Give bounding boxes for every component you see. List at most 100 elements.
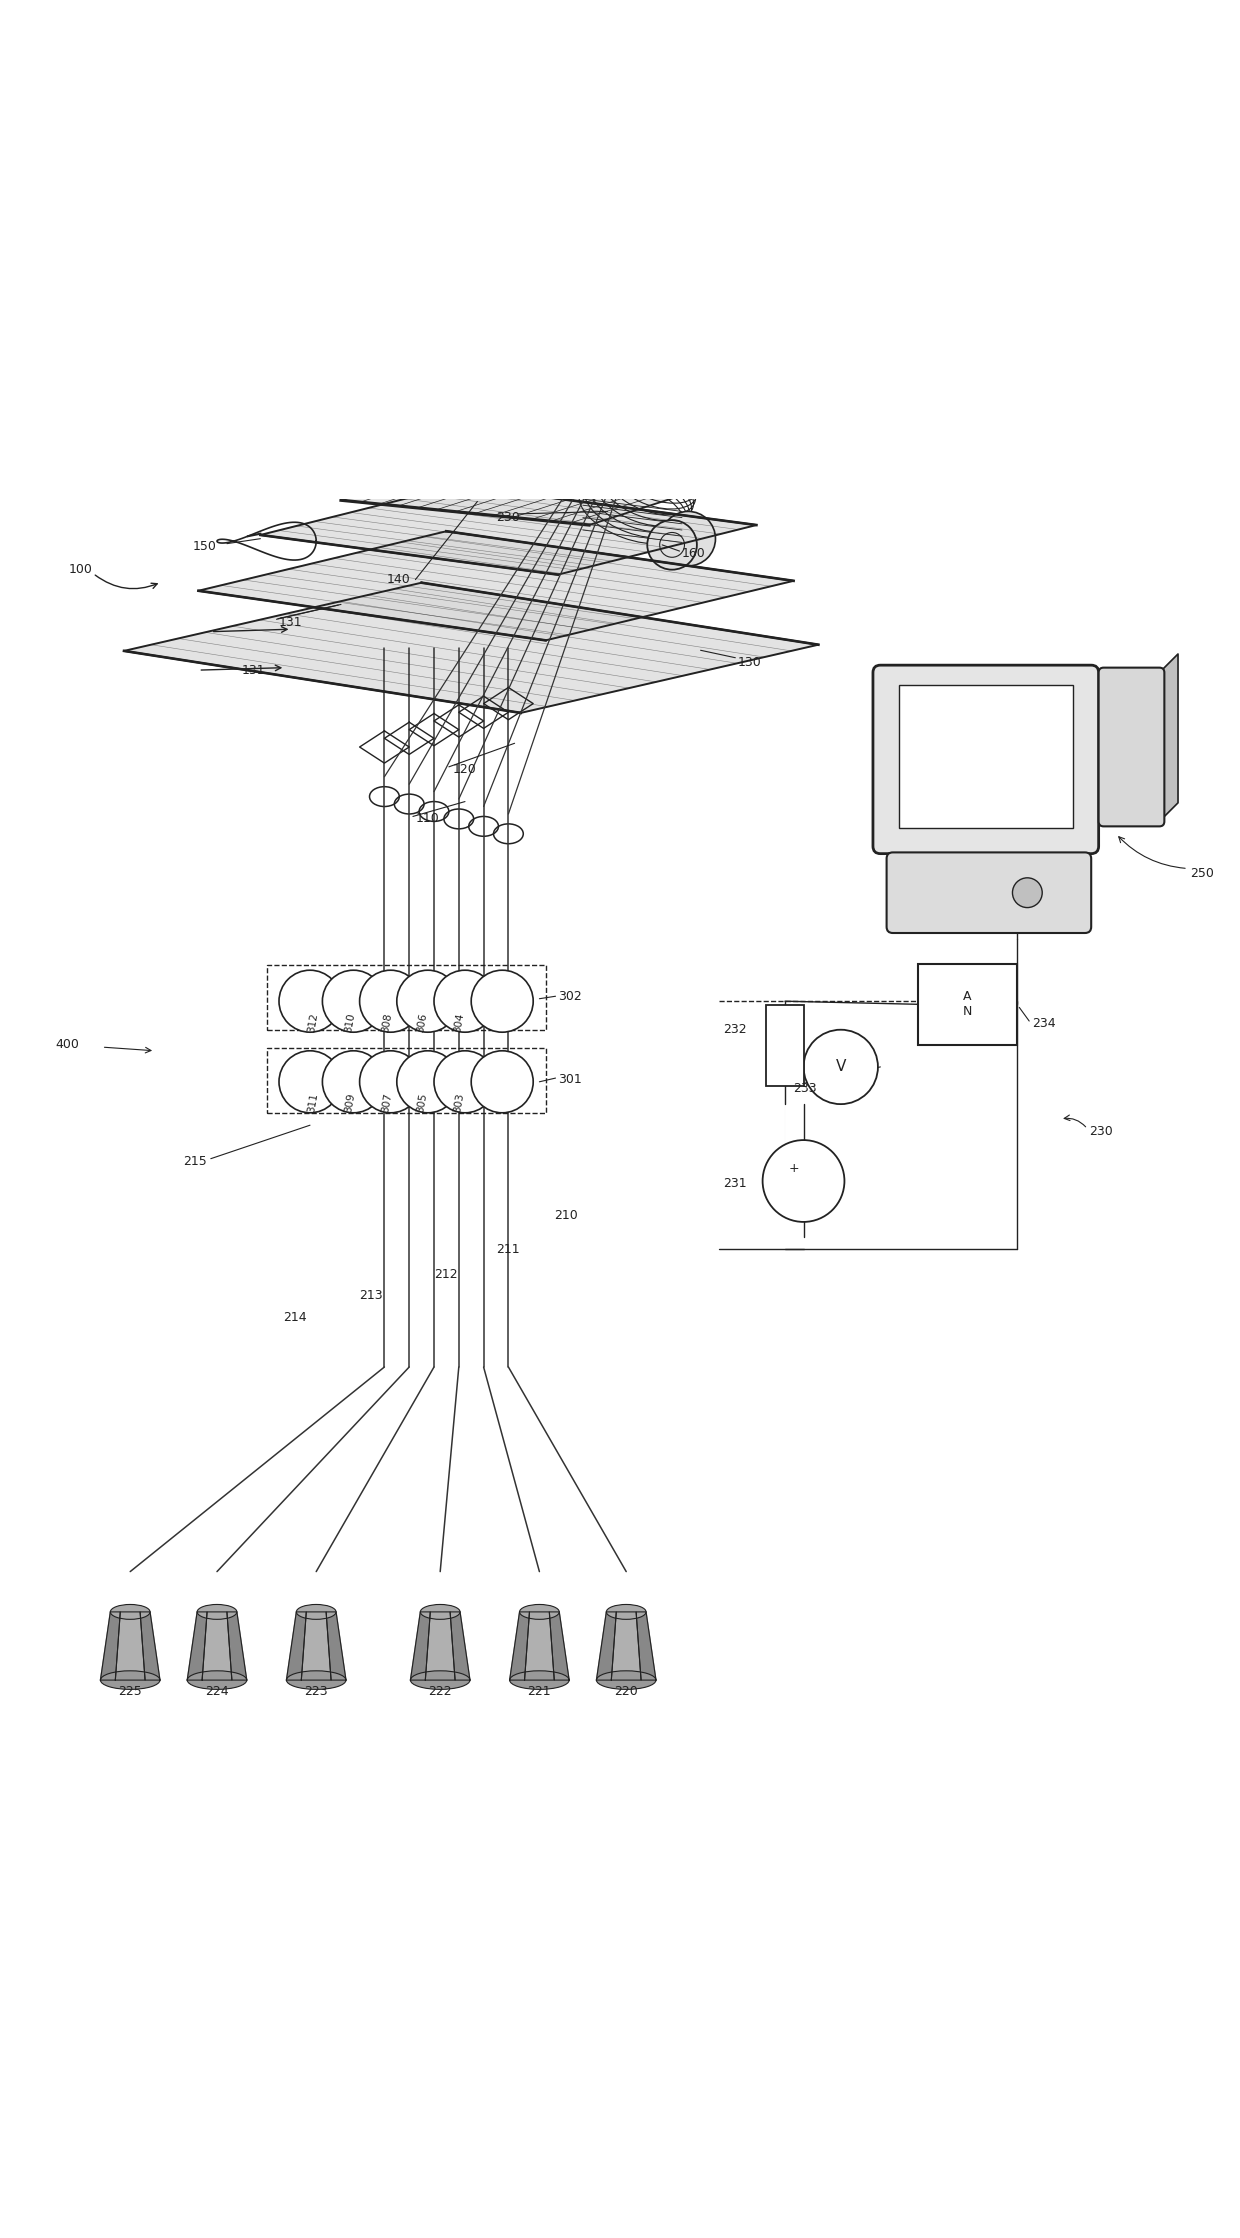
Text: 250: 250 (1190, 866, 1214, 880)
Polygon shape (425, 1611, 455, 1681)
Text: 214: 214 (283, 1311, 306, 1325)
Text: 307: 307 (381, 1092, 393, 1115)
Text: 131: 131 (242, 665, 265, 676)
Polygon shape (410, 1611, 430, 1681)
Text: 210: 210 (554, 1209, 578, 1222)
Text: 309: 309 (343, 1092, 356, 1115)
Polygon shape (115, 1611, 145, 1681)
Ellipse shape (296, 1605, 336, 1620)
Text: 212: 212 (434, 1267, 458, 1280)
Text: 223: 223 (304, 1685, 329, 1699)
Circle shape (471, 1052, 533, 1112)
Text: 308: 308 (381, 1012, 393, 1034)
Text: 305: 305 (415, 1092, 428, 1115)
Text: 303: 303 (453, 1092, 465, 1115)
Text: 400: 400 (56, 1038, 79, 1052)
Polygon shape (124, 582, 818, 714)
Text: V: V (836, 1059, 846, 1074)
Circle shape (397, 1052, 459, 1112)
Text: 150: 150 (192, 539, 216, 553)
Polygon shape (510, 1611, 529, 1681)
Polygon shape (549, 1611, 569, 1681)
Polygon shape (198, 530, 794, 640)
Polygon shape (140, 1611, 160, 1681)
Text: 304: 304 (453, 1012, 465, 1034)
Text: 234: 234 (1032, 1016, 1055, 1029)
Circle shape (360, 971, 422, 1032)
Text: 232: 232 (723, 1023, 746, 1036)
Circle shape (647, 519, 697, 571)
Text: 312: 312 (306, 1012, 319, 1034)
Ellipse shape (197, 1605, 237, 1620)
Circle shape (322, 971, 384, 1032)
Circle shape (434, 971, 496, 1032)
Circle shape (397, 971, 459, 1032)
Ellipse shape (110, 1605, 150, 1620)
Polygon shape (596, 1611, 616, 1681)
FancyBboxPatch shape (887, 853, 1091, 933)
Polygon shape (301, 1611, 331, 1681)
Bar (918, 965, 1017, 1045)
Polygon shape (525, 1611, 554, 1681)
Polygon shape (636, 1611, 656, 1681)
Text: 231: 231 (723, 1177, 746, 1191)
Text: 211: 211 (496, 1242, 520, 1256)
Text: 233: 233 (794, 1081, 817, 1094)
Text: 130: 130 (738, 656, 761, 669)
Circle shape (279, 971, 341, 1032)
Polygon shape (202, 1611, 232, 1681)
Circle shape (279, 1052, 341, 1112)
Text: 213: 213 (360, 1289, 383, 1303)
Bar (766, 1005, 804, 1085)
Ellipse shape (520, 1605, 559, 1620)
Polygon shape (187, 1611, 207, 1681)
Polygon shape (326, 1611, 346, 1681)
Circle shape (322, 1052, 384, 1112)
Ellipse shape (606, 1605, 646, 1620)
Text: 140: 140 (387, 573, 410, 586)
Text: 306: 306 (415, 1012, 428, 1034)
Ellipse shape (100, 1672, 160, 1690)
Polygon shape (100, 1611, 120, 1681)
Polygon shape (260, 486, 756, 575)
Circle shape (360, 1052, 422, 1112)
Polygon shape (286, 1611, 306, 1681)
Ellipse shape (187, 1672, 247, 1690)
Circle shape (434, 1052, 496, 1112)
FancyBboxPatch shape (873, 665, 1099, 853)
Circle shape (1012, 877, 1042, 909)
Text: 301: 301 (558, 1072, 582, 1085)
Ellipse shape (286, 1672, 346, 1690)
Circle shape (763, 1139, 844, 1222)
Text: 230: 230 (496, 510, 520, 524)
Text: 302: 302 (558, 989, 582, 1003)
Ellipse shape (410, 1672, 470, 1690)
Text: 131: 131 (279, 615, 303, 629)
Text: 230: 230 (1089, 1126, 1112, 1137)
Circle shape (471, 971, 533, 1032)
Text: 225: 225 (118, 1685, 143, 1699)
Text: 220: 220 (614, 1685, 639, 1699)
Circle shape (661, 513, 715, 566)
Text: 100: 100 (68, 564, 92, 575)
Polygon shape (1159, 653, 1178, 821)
FancyBboxPatch shape (1099, 667, 1164, 826)
Ellipse shape (420, 1605, 460, 1620)
Circle shape (804, 1029, 878, 1103)
Text: 311: 311 (306, 1092, 319, 1115)
Text: +: + (789, 1162, 799, 1175)
Text: 310: 310 (343, 1012, 356, 1034)
Text: 221: 221 (527, 1685, 552, 1699)
Text: 160: 160 (682, 546, 706, 560)
Polygon shape (450, 1611, 470, 1681)
Ellipse shape (596, 1672, 656, 1690)
Bar (899, 685, 1073, 828)
Polygon shape (341, 461, 713, 526)
Polygon shape (227, 1611, 247, 1681)
Polygon shape (611, 1611, 641, 1681)
Bar (267, 965, 546, 1029)
Text: 110: 110 (415, 812, 439, 826)
Ellipse shape (510, 1672, 569, 1690)
Bar (267, 1047, 546, 1112)
Text: 224: 224 (205, 1685, 229, 1699)
